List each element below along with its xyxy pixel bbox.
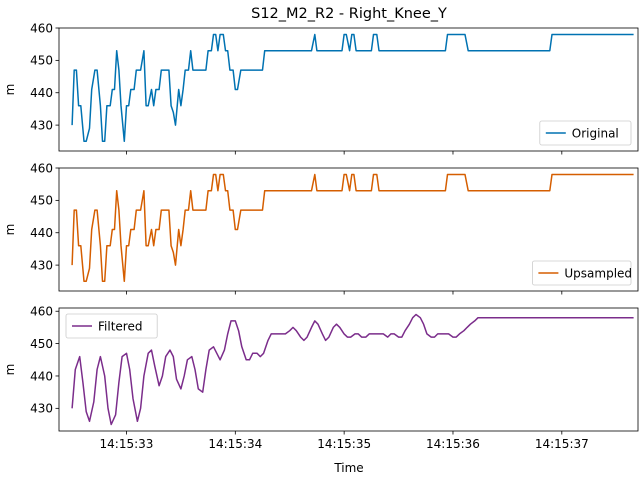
y-tick-label: 460 (30, 305, 53, 319)
x-tick-label: 14:15:37 (535, 437, 589, 451)
plot-frame-1 (58, 27, 639, 152)
legend-2: Upsampled (532, 260, 632, 286)
y-tick-label: 440 (30, 369, 53, 383)
y-tick-label: 430 (30, 118, 53, 132)
legend-label: Upsampled (564, 266, 632, 280)
legend-label: Filtered (98, 319, 142, 333)
y-axis-label-1: m (3, 84, 17, 96)
plot-frame-2 (58, 167, 639, 292)
legend-box (65, 313, 158, 339)
series-line-3 (71, 313, 634, 426)
legend-3: Filtered (65, 313, 158, 339)
y-tick-label: 430 (30, 402, 53, 416)
y-tick-label: 440 (30, 86, 53, 100)
panel-2: 430 440 450 460 m Upsampled (3, 161, 639, 295)
chart-title: S12_M2_R2 - Right_Knee_Y (251, 6, 447, 22)
series-line-2 (71, 173, 634, 283)
panel-1: 430 440 450 460 m Original (3, 21, 639, 155)
legend-box (532, 260, 632, 286)
y-axis-label-2: m (3, 224, 17, 236)
x-tick-label: 14:15:36 (426, 437, 480, 451)
y-tick-label: 450 (30, 337, 53, 351)
legend-label: Original (572, 126, 619, 140)
series-line-1 (71, 33, 634, 143)
y-tick-label: 450 (30, 54, 53, 68)
y-tick-label: 460 (30, 21, 53, 35)
legend-box (539, 120, 632, 146)
y-tick-label: 440 (30, 226, 53, 240)
panel-3: 430 440 450 460 14:15:33 14:15:34 14:15:35 14:1… (3, 305, 639, 451)
y-tick-label: 430 (30, 258, 53, 272)
legend-1: Original (539, 120, 632, 146)
plot-frame-3 (58, 307, 639, 432)
x-tick-label: 14:15:35 (317, 437, 371, 451)
x-tick-label: 14:15:34 (208, 437, 262, 451)
x-tick-label: 14:15:33 (100, 437, 154, 451)
y-axis-label-3: m (3, 364, 17, 376)
y-tick-label: 450 (30, 194, 53, 208)
x-axis-label: Time (333, 461, 363, 475)
y-tick-label: 460 (30, 161, 53, 175)
